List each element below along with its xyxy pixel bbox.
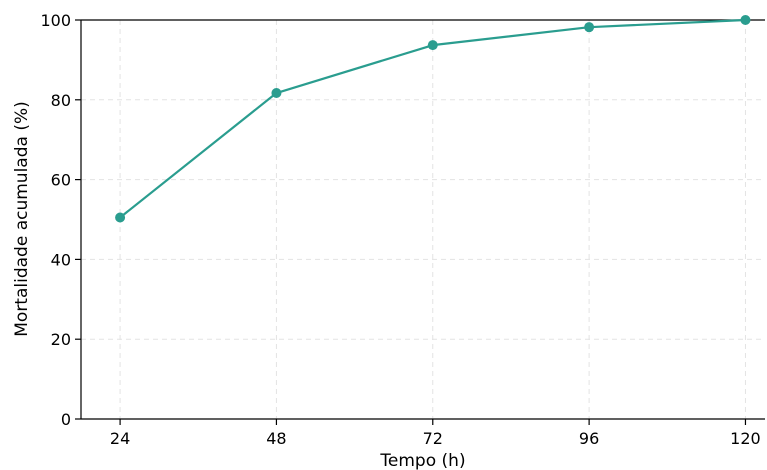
y-tick-label: 20 bbox=[51, 330, 71, 349]
x-tick-label: 120 bbox=[730, 429, 761, 448]
y-tick-label: 0 bbox=[61, 410, 71, 429]
data-point bbox=[427, 40, 438, 51]
y-tick-label: 100 bbox=[40, 11, 71, 30]
y-tick-label: 80 bbox=[51, 91, 71, 110]
x-axis-label: Tempo (h) bbox=[379, 451, 465, 470]
x-tick-label: 48 bbox=[266, 429, 286, 448]
data-point bbox=[271, 88, 282, 99]
y-tick-label: 60 bbox=[51, 171, 71, 190]
axes bbox=[75, 19, 765, 425]
grid bbox=[81, 19, 765, 420]
x-tick-label: 96 bbox=[579, 429, 599, 448]
y-axis-label: Mortalidade acumulada (%) bbox=[12, 101, 32, 337]
x-tick-label: 24 bbox=[110, 429, 130, 448]
x-tick-label: 72 bbox=[423, 429, 443, 448]
data-point bbox=[740, 15, 751, 25]
data-point bbox=[584, 22, 595, 33]
y-tick-label: 40 bbox=[51, 250, 71, 269]
data-point bbox=[115, 212, 126, 223]
tick-labels: 24 48 72 96 120 0 20 40 60 80 100 bbox=[40, 11, 760, 448]
data-series bbox=[115, 15, 751, 223]
